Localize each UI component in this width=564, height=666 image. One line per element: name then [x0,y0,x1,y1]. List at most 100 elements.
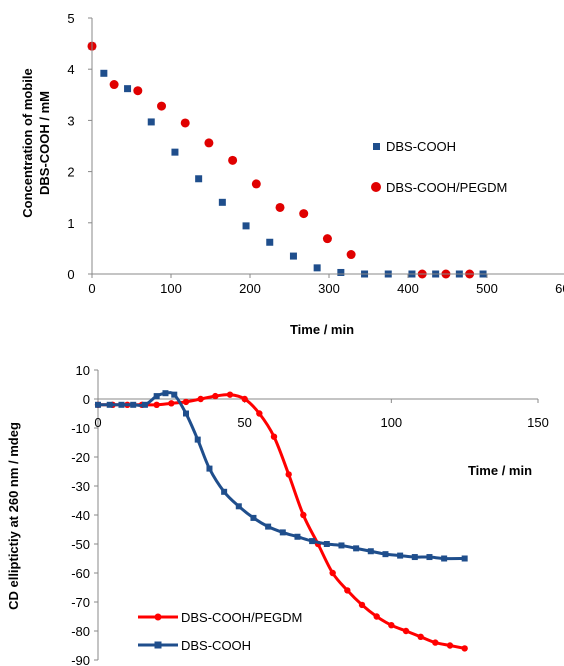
top-y-axis-title-line-2: DBS-COOH / mM [37,91,52,195]
point-dbs-cooh [294,533,301,540]
point-dbs-cooh-pegdm [133,86,143,96]
bottom-y-tick-label: -10 [71,421,90,436]
legend-marker-dbs-cooh-pegdm-line [154,613,162,621]
legend-label-bottom-dbs-cooh-pegdm: DBS-COOH/PEGDM [181,610,302,625]
legend-marker-dbs-cooh [373,143,380,150]
bottom-y-tick-label: 10 [76,363,90,378]
bottom-x-axis-title: Time / min [468,463,532,478]
top-legend: DBS-COOH DBS-COOH/PEGDM [371,139,507,195]
point-dbs-cooh [426,554,433,561]
point-dbs-cooh [441,555,448,562]
point-dbs-cooh-pegdm [109,80,119,90]
point-dbs-cooh [153,393,160,400]
point-dbs-cooh [130,401,137,408]
top-y-tick-labels: 0 1 2 3 4 5 [67,11,92,282]
line-dbs-cooh [97,391,465,561]
point-dbs-cooh-pegdm [388,622,395,629]
concentration-scatter-chart: 0 100 200 300 400 500 600 0 1 2 3 4 5 Time / min Co… [20,11,564,337]
point-dbs-cooh-pegdm [417,633,424,640]
bottom-legend: DBS-COOH/PEGDM DBS-COOH [138,610,302,653]
bottom-y-tick-label: -30 [71,479,90,494]
point-dbs-cooh-pegdm [270,433,278,440]
point-dbs-cooh-pegdm [182,398,190,406]
point-dbs-cooh [323,541,330,547]
point-dbs-cooh [218,198,226,206]
point-dbs-cooh-pegdm [432,639,439,646]
point-dbs-cooh-pegdm [256,410,263,417]
point-dbs-cooh [411,554,418,561]
point-dbs-cooh [235,503,242,510]
point-dbs-cooh [242,222,250,230]
bottom-y-tick-label: 0 [83,392,90,407]
point-dbs-cooh-pegdm [241,395,248,403]
point-dbs-cooh [279,529,286,536]
bottom-y-tick-label: -20 [71,450,90,465]
bottom-y-tick-label: -70 [71,595,90,610]
top-y-tick-label: 5 [67,11,74,26]
point-dbs-cooh [124,85,132,93]
point-dbs-cooh [147,118,155,126]
point-dbs-cooh-pegdm [402,627,410,635]
top-x-tick-label: 300 [318,281,340,296]
top-x-tick-label: 0 [88,281,95,296]
point-dbs-cooh-pegdm [275,202,285,212]
point-dbs-cooh [194,436,201,443]
point-dbs-cooh-pegdm [197,395,204,403]
point-dbs-cooh [313,264,321,272]
bottom-y-tick-label: -90 [71,653,90,666]
point-dbs-cooh-pegdm [446,642,454,649]
bottom-x-tick-label: 0 [94,415,101,430]
point-dbs-cooh-pegdm [322,234,332,244]
point-dbs-cooh [100,69,108,77]
top-markers [87,41,487,279]
point-dbs-cooh [266,238,274,246]
point-dbs-cooh [250,514,257,521]
point-dbs-cooh [265,523,272,530]
point-dbs-cooh [367,548,374,555]
point-dbs-cooh-pegdm [251,179,261,189]
point-dbs-cooh-pegdm [228,155,238,165]
point-dbs-cooh [461,555,468,562]
point-dbs-cooh [353,545,360,552]
point-dbs-cooh [171,148,179,156]
cd-ellipticity-line-chart: 100-10-20-30-40-50-60-70-80-90 0 50 100 150… [6,363,549,666]
bottom-y-tick-label: -50 [71,537,90,552]
point-dbs-cooh [118,401,125,408]
point-dbs-cooh [221,488,228,495]
point-dbs-cooh [338,542,345,549]
point-dbs-cooh [309,538,316,545]
point-dbs-cooh-pegdm [153,401,160,408]
bottom-y-tick-label: -80 [71,624,90,639]
point-dbs-cooh-pegdm [180,118,190,128]
point-dbs-cooh-pegdm [212,392,219,400]
point-dbs-cooh-pegdm [285,471,292,478]
top-x-tick-labels: 0 100 200 300 400 500 600 [88,274,564,296]
point-dbs-cooh [397,552,404,559]
top-y-tick-label: 3 [67,113,74,128]
top-x-tick-label: 600 [555,281,564,296]
bottom-y-tick-label: -60 [71,566,90,581]
bottom-y-tick-labels: 10 0 -10 -20 -30 -40 -50 -60 -70 -80 -90 [71,363,98,666]
top-y-tick-label: 2 [67,165,74,180]
top-y-tick-label: 0 [67,267,74,282]
point-dbs-cooh-pegdm [226,391,234,398]
bottom-y-tick-label: -40 [71,508,90,523]
point-dbs-cooh-pegdm [373,613,380,620]
point-dbs-cooh-pegdm [329,569,336,577]
legend-label-dbs-cooh-pegdm: DBS-COOH/PEGDM [386,180,507,195]
bottom-x-tick-label: 50 [237,415,251,430]
top-y-tick-label: 1 [67,216,74,231]
point-dbs-cooh [289,252,297,260]
top-x-tick-label: 400 [397,281,419,296]
top-x-axis-title: Time / min [290,322,354,337]
point-dbs-cooh [95,401,101,408]
bottom-x-tick-label: 100 [380,415,402,430]
point-dbs-cooh [171,391,178,398]
bottom-x-tick-label: 150 [527,415,549,430]
point-dbs-cooh-pegdm [204,138,214,148]
top-y-tick-label: 4 [67,62,74,77]
legend-label-bottom-dbs-cooh: DBS-COOH [181,638,251,653]
point-dbs-cooh-pegdm [157,101,167,111]
legend-marker-dbs-cooh-line [154,641,162,649]
